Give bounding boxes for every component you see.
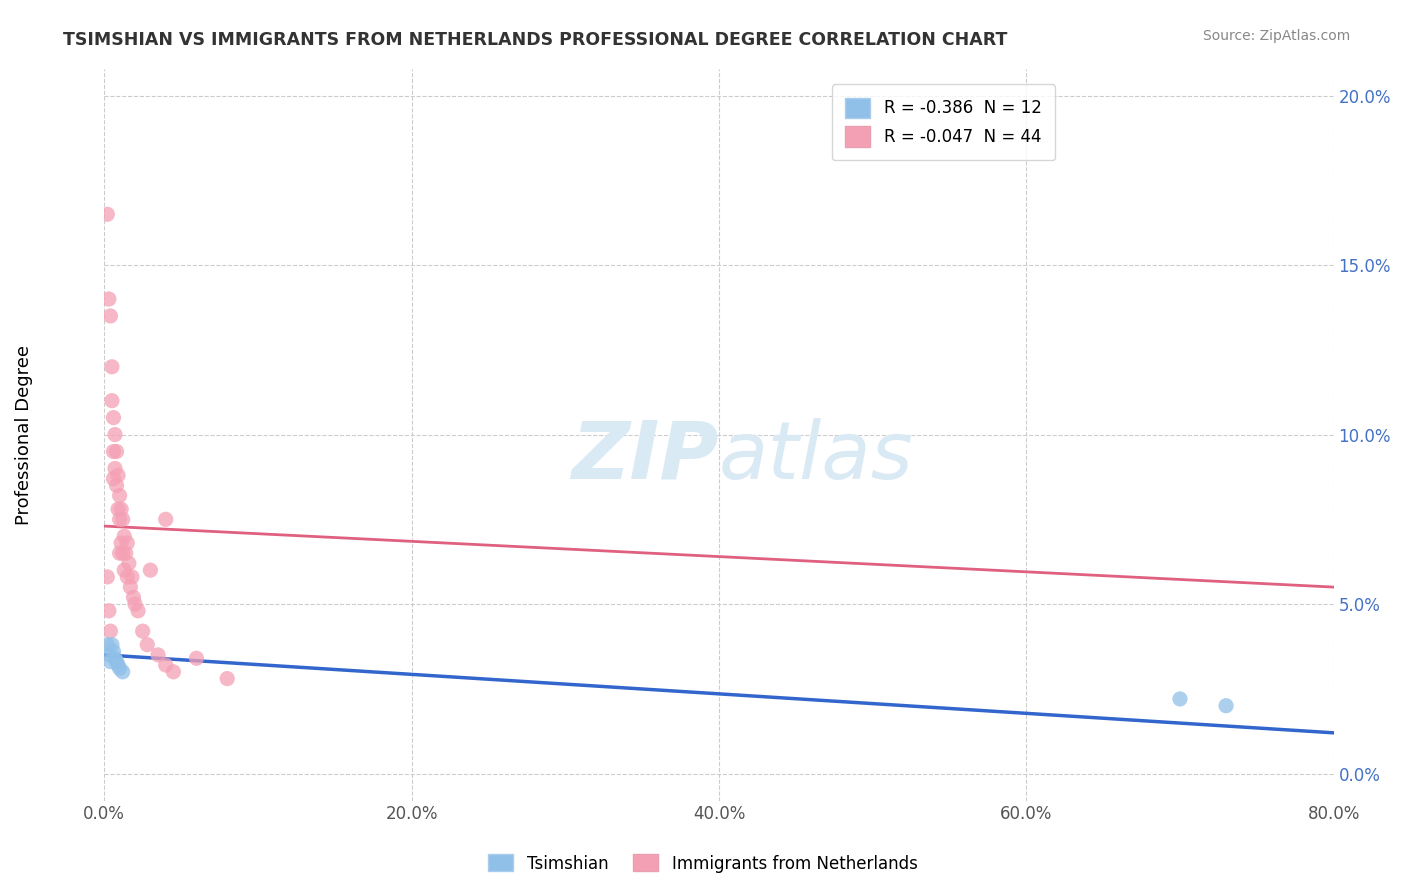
Point (110, 536, 132, 550)
Point (127, 604, 149, 618)
Point (105, 444, 128, 458)
Point (97, 292, 120, 306)
Text: Source: ZipAtlas.com: Source: ZipAtlas.com (1202, 29, 1350, 43)
Point (100, 309, 122, 323)
Point (117, 536, 139, 550)
Point (118, 557, 141, 571)
Point (103, 644, 125, 658)
Point (101, 359, 124, 374)
Point (122, 591, 145, 605)
Point (120, 580, 142, 594)
Point (112, 563, 135, 577)
Point (103, 410, 125, 425)
Point (155, 512, 177, 526)
Point (146, 648, 169, 662)
Point (96, 570, 118, 584)
Point (107, 502, 129, 516)
Point (111, 512, 134, 526)
Point (217, 672, 239, 686)
Point (1168, 692, 1191, 706)
Text: atlas: atlas (718, 417, 914, 496)
Point (136, 638, 159, 652)
Point (162, 665, 184, 679)
Point (107, 658, 129, 673)
Point (103, 444, 125, 458)
Point (100, 624, 122, 639)
Point (108, 661, 131, 675)
Point (108, 489, 131, 503)
Point (105, 478, 128, 492)
Point (97, 604, 120, 618)
Point (101, 638, 124, 652)
Point (186, 651, 208, 665)
Point (111, 546, 134, 560)
Point (105, 655, 128, 669)
Point (107, 468, 129, 483)
Point (111, 665, 134, 679)
Text: ZIP: ZIP (572, 417, 718, 496)
Point (96, 207, 118, 221)
Point (117, 570, 139, 584)
Point (131, 624, 153, 639)
Point (104, 461, 127, 475)
Point (155, 658, 177, 673)
Point (96, 638, 118, 652)
Point (101, 393, 124, 408)
Point (108, 512, 131, 526)
Point (103, 472, 125, 486)
Point (112, 529, 135, 543)
Point (114, 546, 136, 560)
Point (104, 427, 127, 442)
Text: TSIMSHIAN VS IMMIGRANTS FROM NETHERLANDS PROFESSIONAL DEGREE CORRELATION CHART: TSIMSHIAN VS IMMIGRANTS FROM NETHERLANDS… (63, 31, 1008, 49)
Point (104, 651, 127, 665)
Point (124, 597, 146, 611)
Legend: R = -0.386  N = 12, R = -0.047  N = 44: R = -0.386 N = 12, R = -0.047 N = 44 (832, 84, 1054, 160)
Point (121, 570, 143, 584)
Point (139, 563, 162, 577)
Y-axis label: Professional Degree: Professional Degree (15, 344, 32, 524)
Point (1215, 698, 1237, 713)
Legend: Tsimshian, Immigrants from Netherlands: Tsimshian, Immigrants from Netherlands (482, 847, 924, 880)
Point (110, 502, 132, 516)
Point (97, 648, 120, 662)
Point (100, 655, 122, 669)
Point (108, 546, 131, 560)
